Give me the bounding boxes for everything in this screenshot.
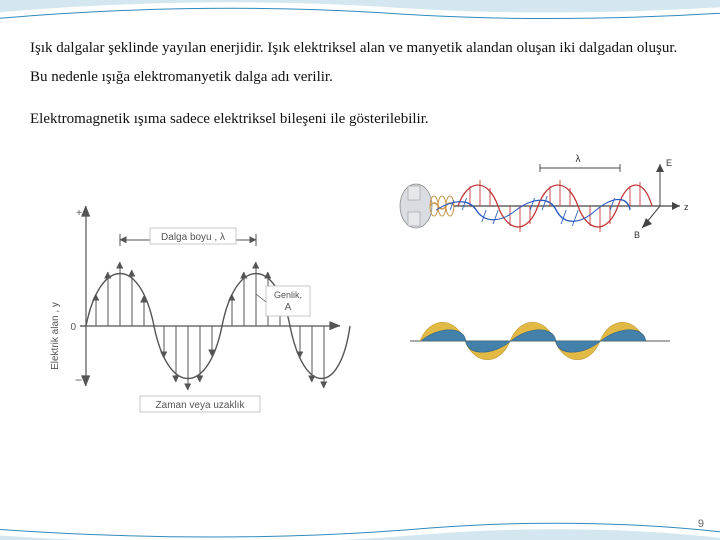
amplitude-label: Genlik, — [274, 290, 302, 300]
wave-2d-figure: Dalga boyu , λ Genlik, A Elektrik alan ,… — [40, 186, 360, 416]
e-axis-label: E — [666, 158, 672, 168]
plus-label: + — [76, 208, 82, 219]
em-wave-3d-figure: z E B λ — [390, 146, 690, 266]
em-wave-lobes-figure — [400, 286, 680, 396]
b-axis-label: B — [634, 230, 640, 240]
figures-area: Dalga boyu , λ Genlik, A Elektrik alan ,… — [30, 146, 690, 466]
x-axis-label: Zaman veya uzaklık — [156, 400, 246, 411]
y-axis-label: Elektrik alan , y — [50, 302, 61, 370]
wavelength-label: Dalga boyu , λ — [161, 232, 225, 243]
zero-label: 0 — [70, 322, 76, 333]
z-axis-label: z — [684, 202, 689, 212]
slide-content: Işık dalgalar şeklinde yayılan enerjidir… — [0, 0, 720, 466]
amplitude-symbol: A — [285, 302, 292, 313]
emitter — [400, 184, 454, 228]
lambda-label: λ — [576, 154, 581, 165]
minus-label: − — [75, 373, 82, 387]
page-number: 9 — [698, 518, 704, 530]
paragraph-1: Işık dalgalar şeklinde yayılan enerjidir… — [30, 34, 690, 93]
paragraph-2: Elektromagnetik ışıma sadece elektriksel… — [30, 105, 690, 134]
